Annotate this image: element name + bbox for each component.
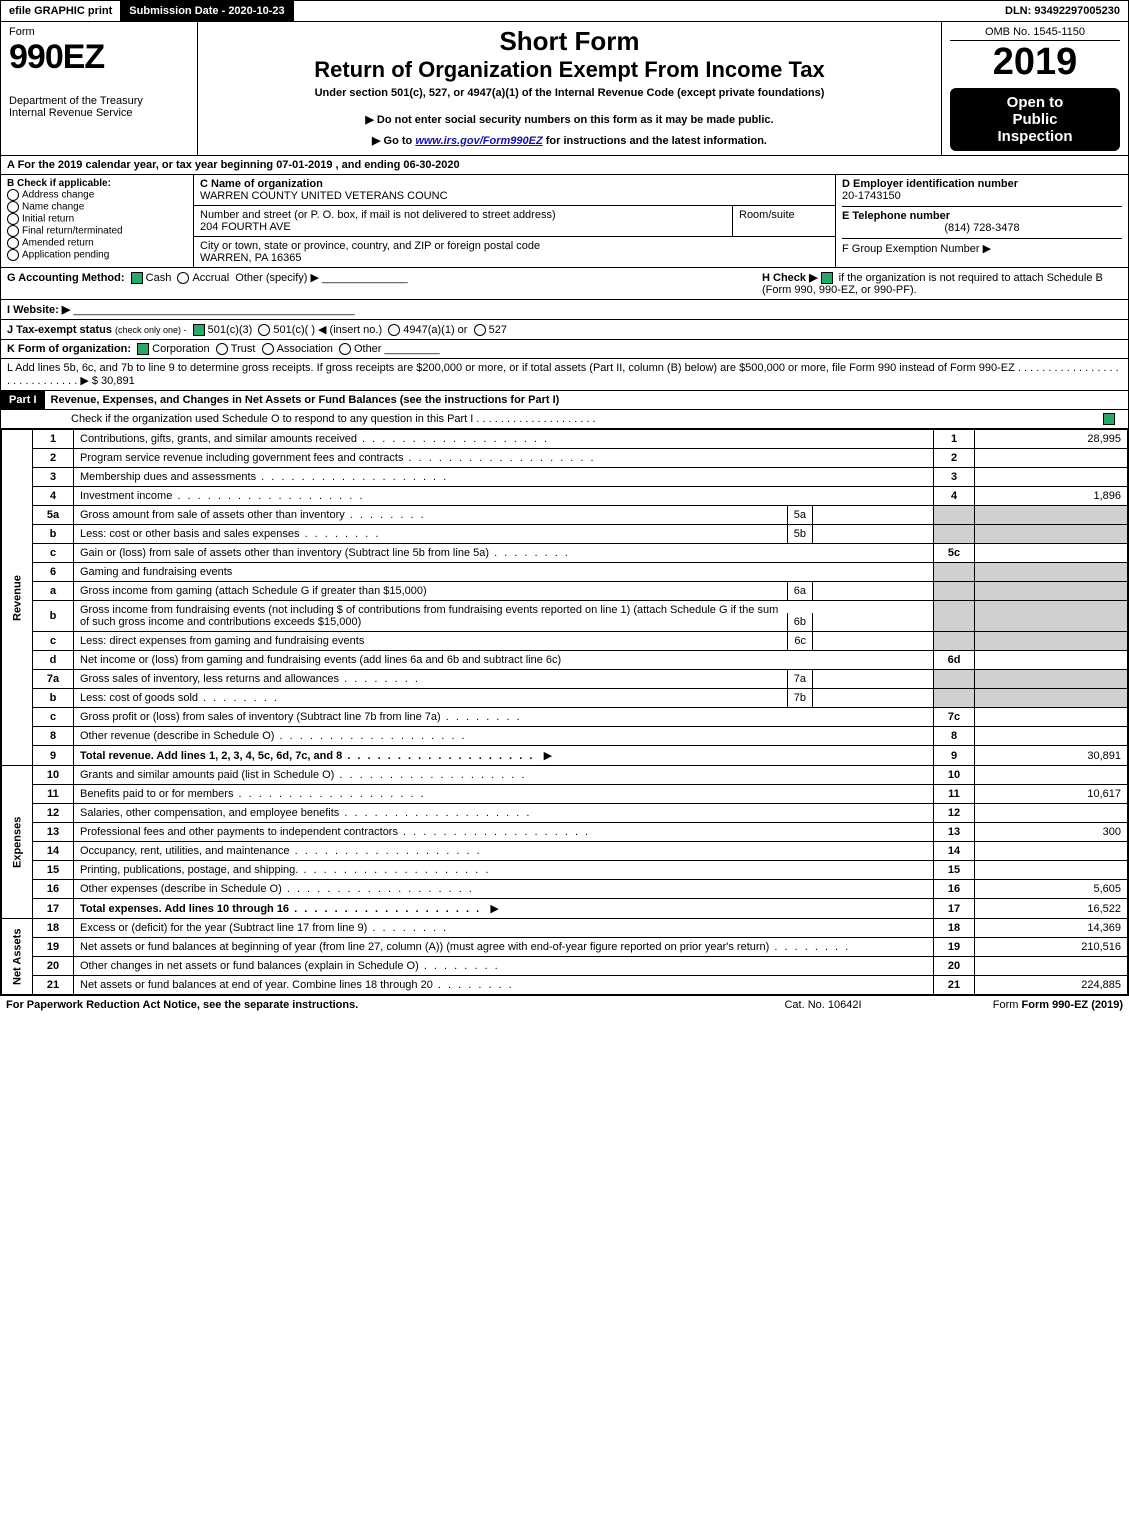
cash-checkbox[interactable] (131, 272, 143, 284)
group-exemption-label: F Group Exemption Number ▶ (842, 243, 991, 255)
irs-label: Internal Revenue Service (9, 107, 189, 119)
ein-label: D Employer identification number (842, 178, 1018, 190)
box-b: B Check if applicable: Address change Na… (1, 175, 194, 267)
ein-value: 20-1743150 (842, 190, 901, 202)
part1-tag: Part I (1, 391, 45, 409)
dln-label: DLN: 93492297005230 (997, 1, 1128, 21)
expenses-side-label: Expenses (2, 766, 33, 919)
form-frame: Form 990EZ Department of the Treasury In… (0, 22, 1129, 996)
efile-print-label[interactable]: efile GRAPHIC print (1, 1, 121, 21)
opt-address-change[interactable]: Address change (22, 190, 94, 201)
form-header: Form 990EZ Department of the Treasury In… (1, 22, 1128, 156)
part1-table: Revenue 1Contributions, gifts, grants, a… (1, 429, 1128, 995)
box-c-label: C Name of organization (200, 178, 323, 190)
part1-title: Revenue, Expenses, and Changes in Net As… (45, 391, 566, 409)
dept-treasury: Department of the Treasury (9, 95, 189, 107)
org-info-block: B Check if applicable: Address change Na… (1, 175, 1128, 268)
line-i: I Website: ▶ ___________________________… (1, 300, 1128, 320)
revenue-side-label: Revenue (2, 430, 33, 766)
goto-line: ▶ Go to www.irs.gov/Form990EZ for instru… (206, 134, 933, 147)
form-word: Form (9, 26, 189, 38)
top-bar: efile GRAPHIC print Submission Date - 20… (0, 0, 1129, 22)
paperwork-notice: For Paperwork Reduction Act Notice, see … (6, 999, 358, 1011)
street-label: Number and street (or P. O. box, if mail… (200, 209, 556, 221)
opt-amended-return[interactable]: Amended return (22, 238, 94, 249)
opt-application-pending[interactable]: Application pending (22, 250, 109, 261)
tax-year: 2019 (950, 41, 1120, 84)
corp-checkbox[interactable] (137, 343, 149, 355)
tax-period-row: A For the 2019 calendar year, or tax yea… (1, 156, 1128, 175)
irs-link[interactable]: www.irs.gov/Form990EZ (415, 135, 542, 147)
line-l: L Add lines 5b, 6c, and 7b to line 9 to … (1, 359, 1128, 391)
schedule-o-checkbox[interactable] (1103, 413, 1115, 425)
form-version: Form Form 990-EZ (2019) (923, 999, 1123, 1011)
501c3-checkbox[interactable] (193, 324, 205, 336)
open-public-inspection: Open to Public Inspection (950, 88, 1120, 151)
line-g-h: G Accounting Method: Cash Accrual Other … (1, 268, 1128, 300)
submission-date-badge: Submission Date - 2020-10-23 (121, 1, 293, 21)
part1-header: Part I Revenue, Expenses, and Changes in… (1, 391, 1128, 410)
page-footer: For Paperwork Reduction Act Notice, see … (0, 996, 1129, 1014)
catalog-number: Cat. No. 10642I (723, 999, 923, 1011)
opt-final-return[interactable]: Final return/terminated (22, 226, 123, 237)
form-number: 990EZ (9, 38, 189, 77)
city-value: WARREN, PA 16365 (200, 252, 302, 264)
opt-initial-return[interactable]: Initial return (22, 214, 74, 225)
room-suite-label: Room/suite (733, 206, 835, 236)
short-form-title: Short Form (206, 26, 933, 57)
ssn-note: ▶ Do not enter social security numbers o… (206, 113, 933, 126)
opt-name-change[interactable]: Name change (22, 202, 84, 213)
street-value: 204 FOURTH AVE (200, 221, 291, 233)
employer-info: D Employer identification number 20-1743… (835, 175, 1128, 267)
org-name: WARREN COUNTY UNITED VETERANS COUNC (200, 190, 448, 202)
phone-label: E Telephone number (842, 210, 950, 222)
return-title: Return of Organization Exempt From Incom… (206, 57, 933, 83)
under-section: Under section 501(c), 527, or 4947(a)(1)… (206, 87, 933, 99)
line-k: K Form of organization: Corporation Trus… (1, 340, 1128, 359)
omb-number: OMB No. 1545-1150 (950, 26, 1120, 41)
line-j: J Tax-exempt status (check only one) - 5… (1, 320, 1128, 340)
netassets-side-label: Net Assets (2, 919, 33, 995)
part1-checkline: Check if the organization used Schedule … (1, 410, 1128, 429)
phone-value: (814) 728-3478 (842, 222, 1122, 234)
accrual-checkbox[interactable] (177, 272, 189, 284)
city-label: City or town, state or province, country… (200, 240, 540, 252)
schedule-b-checkbox[interactable] (821, 272, 833, 284)
